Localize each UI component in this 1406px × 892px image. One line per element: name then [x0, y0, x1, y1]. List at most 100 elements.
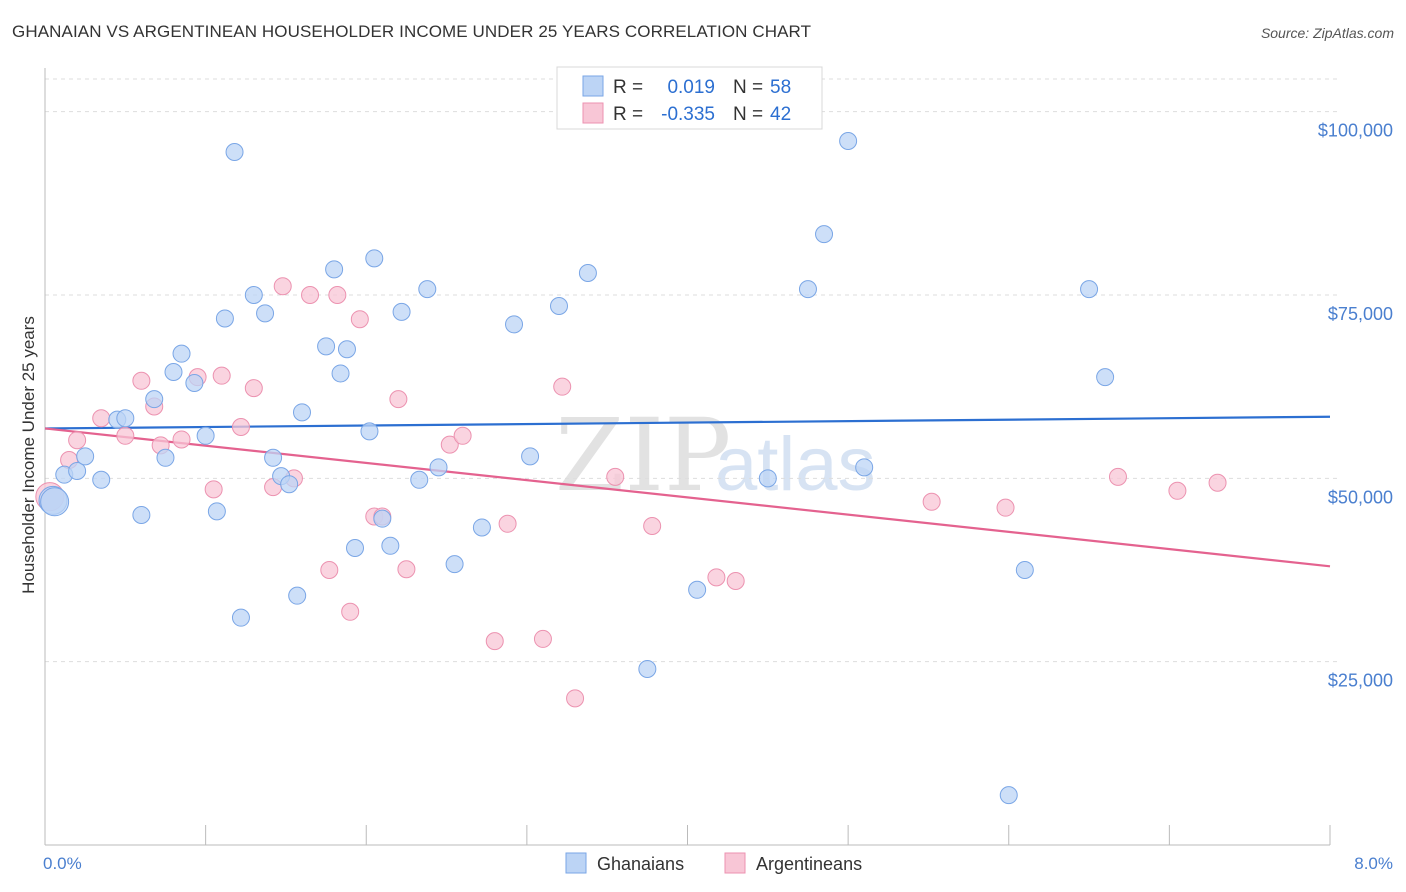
legend-swatch-argentineans	[582, 102, 604, 124]
gridlines	[45, 78, 1340, 663]
point-argentineans	[328, 286, 347, 304]
point-argentineans	[485, 632, 504, 651]
point-ghanaians	[317, 337, 336, 356]
point-ghanaians	[839, 132, 858, 150]
point-argentineans	[453, 426, 472, 445]
point-ghanaians	[231, 608, 250, 627]
point-ghanaians	[116, 409, 135, 428]
point-argentineans	[301, 286, 320, 304]
trend-line-argentineans	[44, 427, 1331, 568]
point-ghanaians	[365, 249, 384, 268]
point-argentineans	[726, 572, 745, 590]
point-ghanaians	[132, 506, 151, 524]
point-ghanaians	[288, 586, 307, 605]
point-ghanaians	[999, 786, 1018, 805]
point-ghanaians	[346, 539, 365, 557]
bottom-legend-label-argentineans: Argentineans	[756, 854, 862, 874]
y-tick-label: $100,000	[1318, 121, 1393, 141]
legend-n-value-2: 42	[770, 104, 791, 125]
bottom-legend: Ghanaians Argentineans	[565, 852, 862, 874]
legend-n-value-1: 58	[770, 77, 791, 98]
point-ghanaians	[688, 580, 707, 599]
point-ghanaians	[256, 304, 275, 323]
point-ghanaians	[68, 462, 87, 480]
point-ghanaians	[92, 470, 111, 489]
point-ghanaians	[164, 363, 183, 381]
point-ghanaians	[472, 518, 491, 537]
point-argentineans	[1168, 481, 1187, 500]
point-ghanaians	[207, 502, 226, 521]
point-argentineans	[440, 435, 459, 454]
point-ghanaians	[1080, 280, 1099, 299]
point-ghanaians	[145, 390, 164, 409]
point-argentineans	[231, 418, 250, 436]
point-ghanaians	[1096, 368, 1115, 387]
point-ghanaians	[550, 297, 568, 315]
point-argentineans	[1108, 467, 1127, 486]
point-argentineans	[116, 426, 135, 445]
legend-r-value-2: -0.335	[661, 104, 715, 125]
x-tick-label-min: 0.0%	[43, 854, 82, 873]
point-argentineans	[68, 431, 87, 450]
point-argentineans	[204, 480, 223, 499]
legend-n-label-2: N =	[733, 104, 763, 125]
point-ghanaians	[429, 458, 448, 477]
point-ghanaians	[331, 364, 350, 383]
point-argentineans	[389, 390, 408, 409]
point-argentineans	[350, 310, 369, 329]
point-ghanaians	[156, 448, 175, 467]
chart-title: GHANAIAN VS ARGENTINEAN HOUSEHOLDER INCO…	[12, 22, 812, 41]
point-argentineans	[273, 277, 292, 296]
point-argentineans	[172, 430, 191, 449]
point-ghanaians	[225, 143, 244, 161]
point-argentineans	[132, 371, 151, 390]
chart-source: Source: ZipAtlas.com	[1260, 25, 1394, 41]
point-ghanaians	[244, 286, 263, 304]
point-ghanaians	[445, 555, 464, 574]
point-ghanaians	[758, 469, 777, 488]
point-ghanaians	[196, 426, 215, 445]
point-argentineans	[566, 689, 585, 708]
point-argentineans	[922, 492, 941, 511]
point-argentineans	[320, 561, 339, 579]
point-argentineans	[244, 379, 263, 398]
x-tick-label-max: 8.0%	[1354, 854, 1393, 873]
point-argentineans	[397, 560, 416, 579]
y-tick-label: $75,000	[1328, 304, 1393, 324]
point-ghanaians	[410, 470, 429, 489]
y-tick-label: $50,000	[1328, 487, 1393, 507]
point-ghanaians	[1015, 561, 1034, 579]
trend-lines	[44, 415, 1331, 568]
point-ghanaians	[381, 536, 400, 555]
point-ghanaians	[360, 422, 379, 441]
legend-n-label-1: N =	[733, 77, 763, 98]
point-argentineans	[606, 467, 625, 486]
point-ghanaians	[337, 340, 356, 359]
point-ghanaians	[264, 448, 283, 467]
point-ghanaians	[373, 509, 392, 528]
point-ghanaians	[505, 315, 524, 334]
point-argentineans	[498, 514, 517, 533]
y-tick-label: $25,000	[1328, 671, 1393, 691]
point-ghanaians	[76, 447, 95, 466]
point-argentineans	[92, 409, 111, 428]
point-argentineans	[707, 568, 726, 587]
point-ghanaians	[215, 309, 234, 328]
y-axis-title: Householder Income Under 25 years	[19, 316, 38, 594]
bottom-legend-swatch-argentineans	[724, 852, 746, 874]
point-ghanaians	[280, 475, 299, 494]
point-ghanaians	[293, 403, 311, 422]
bottom-legend-label-ghanaians: Ghanaians	[597, 854, 684, 874]
axes: $25,000 $50,000 $75,000 $100,000 0.0% 8.0%	[43, 68, 1393, 873]
point-argentineans	[553, 377, 572, 396]
point-argentineans	[212, 366, 231, 385]
point-ghanaians	[578, 264, 597, 282]
watermark-zip: ZIP	[555, 397, 731, 514]
point-argentineans	[996, 498, 1015, 517]
point-ghanaians	[418, 280, 437, 299]
point-ghanaians	[392, 302, 411, 321]
point-ghanaians	[185, 374, 204, 392]
point-ghanaians	[521, 447, 540, 466]
watermark-atlas: atlas	[715, 422, 876, 507]
point-ghanaians	[798, 280, 817, 299]
